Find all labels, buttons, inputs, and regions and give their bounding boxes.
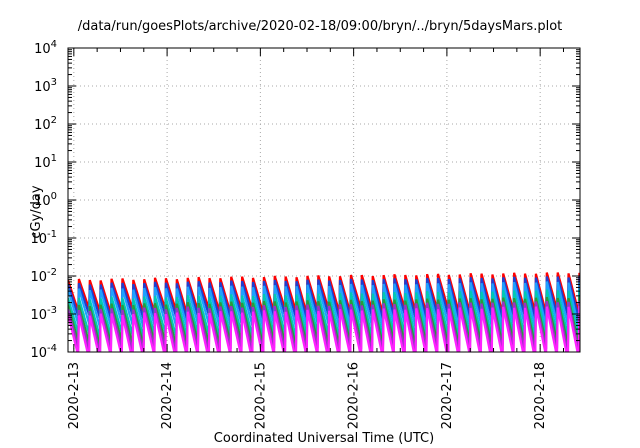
x-tick-label: 2020-2-14 (160, 362, 175, 429)
x-tick-label: 2020-2-17 (440, 362, 455, 429)
chart-title: /data/run/goesPlots/archive/2020-02-18/0… (78, 19, 563, 34)
x-axis-title: Coordinated Universal Time (UTC) (214, 431, 434, 446)
series-line (68, 276, 580, 320)
series-line (68, 296, 580, 347)
series-line (68, 272, 580, 315)
y-tick-label: 101 (34, 153, 57, 171)
series-line (68, 300, 580, 352)
y-axis-title: cGy/day (29, 185, 44, 239)
x-tick-label: 2020-2-13 (67, 362, 82, 429)
y-tick-label: 10-2 (30, 267, 57, 285)
y-tick-label: 10-3 (30, 305, 57, 323)
y-tick-label: 10-1 (30, 229, 57, 247)
series-line (68, 289, 580, 338)
y-tick-label: 100 (34, 191, 57, 209)
series-line (68, 306, 580, 352)
series-line (68, 281, 580, 329)
series-layer (68, 272, 580, 352)
y-tick-label: 102 (34, 115, 57, 133)
x-tick-label: 2020-2-16 (347, 362, 362, 429)
x-tick-label: 2020-2-18 (533, 362, 548, 429)
y-tick-label: 104 (34, 39, 57, 57)
x-tick-label: 2020-2-15 (253, 362, 268, 429)
y-tick-label: 10-4 (30, 343, 57, 361)
x-axis-labels: 2020-2-13 2020-2-14 2020-2-15 2020-2-16 2020… (67, 362, 548, 429)
y-tick-label: 103 (34, 77, 57, 95)
y-axis-labels: 10-4 10-3 10-2 10-1 100 101 102 103 104 (30, 39, 57, 361)
axis-ticks (68, 47, 580, 353)
